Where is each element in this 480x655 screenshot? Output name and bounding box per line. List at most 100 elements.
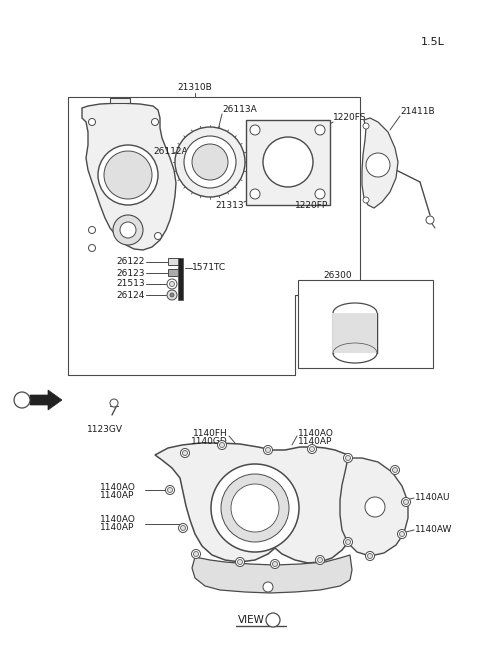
Circle shape: [219, 443, 225, 447]
Text: 1140AO: 1140AO: [100, 483, 136, 493]
Circle shape: [184, 136, 236, 188]
Circle shape: [193, 552, 199, 557]
Polygon shape: [362, 118, 398, 208]
Circle shape: [14, 392, 30, 408]
Circle shape: [211, 464, 299, 552]
Circle shape: [166, 485, 175, 495]
Circle shape: [365, 552, 374, 561]
Circle shape: [192, 550, 201, 559]
Circle shape: [346, 455, 350, 460]
Polygon shape: [192, 555, 352, 593]
Circle shape: [310, 447, 314, 451]
Circle shape: [113, 215, 143, 245]
Text: 21313: 21313: [216, 200, 244, 210]
Circle shape: [231, 484, 279, 532]
Text: 1140AO: 1140AO: [298, 428, 334, 438]
Text: 26122: 26122: [117, 257, 145, 267]
Circle shape: [168, 487, 172, 493]
Circle shape: [315, 189, 325, 199]
Circle shape: [192, 144, 228, 180]
Text: 1140AW: 1140AW: [415, 525, 452, 534]
Circle shape: [179, 523, 188, 533]
Text: 1571TC: 1571TC: [192, 263, 226, 272]
Circle shape: [238, 559, 242, 565]
Circle shape: [393, 468, 397, 472]
Circle shape: [88, 227, 96, 233]
Circle shape: [88, 119, 96, 126]
Circle shape: [155, 233, 161, 240]
Circle shape: [169, 282, 175, 286]
Circle shape: [98, 145, 158, 205]
Text: 1140GD: 1140GD: [191, 436, 228, 445]
Circle shape: [363, 123, 369, 129]
Circle shape: [344, 453, 352, 462]
Circle shape: [110, 399, 118, 407]
Polygon shape: [340, 458, 408, 556]
Circle shape: [391, 466, 399, 474]
Circle shape: [365, 497, 385, 517]
Bar: [178, 258, 183, 300]
Text: 26113A: 26113A: [222, 105, 257, 115]
Text: 21513: 21513: [116, 280, 145, 288]
Text: 1.5L: 1.5L: [421, 37, 445, 47]
Circle shape: [315, 555, 324, 565]
Text: 1123GV: 1123GV: [87, 426, 123, 434]
Polygon shape: [82, 103, 176, 250]
Bar: [168, 269, 180, 276]
Circle shape: [250, 189, 260, 199]
Circle shape: [217, 441, 227, 449]
Circle shape: [397, 529, 407, 538]
Bar: [333, 313, 377, 353]
Circle shape: [271, 559, 279, 569]
Text: VIEW: VIEW: [238, 615, 265, 625]
Circle shape: [170, 293, 174, 297]
Polygon shape: [155, 443, 362, 563]
Circle shape: [363, 197, 369, 203]
Circle shape: [221, 474, 289, 542]
Circle shape: [167, 279, 177, 289]
Text: 1220FS: 1220FS: [333, 113, 367, 122]
Circle shape: [180, 449, 190, 457]
Text: 26123: 26123: [117, 269, 145, 278]
Circle shape: [317, 557, 323, 563]
Circle shape: [344, 538, 352, 546]
Polygon shape: [110, 98, 130, 103]
Bar: [246, 120, 330, 205]
Circle shape: [120, 222, 136, 238]
Text: 1140AP: 1140AP: [100, 491, 134, 500]
Circle shape: [315, 125, 325, 135]
Circle shape: [346, 540, 350, 544]
Text: 1140AP: 1140AP: [100, 523, 134, 533]
Text: 21310B: 21310B: [178, 83, 212, 92]
Circle shape: [308, 445, 316, 453]
Text: 1140FH: 1140FH: [193, 428, 228, 438]
Text: 1140AU: 1140AU: [415, 493, 451, 502]
Circle shape: [175, 127, 245, 197]
Circle shape: [265, 447, 271, 453]
Circle shape: [273, 561, 277, 567]
Text: 1220FP: 1220FP: [295, 200, 328, 210]
Circle shape: [366, 153, 390, 177]
Circle shape: [399, 531, 405, 536]
Circle shape: [401, 498, 410, 506]
Circle shape: [264, 445, 273, 455]
Text: 1140AP: 1140AP: [298, 436, 332, 445]
Polygon shape: [30, 390, 62, 410]
Circle shape: [182, 451, 188, 455]
Circle shape: [263, 582, 273, 592]
Circle shape: [236, 557, 244, 567]
Text: 26300: 26300: [323, 271, 352, 280]
Circle shape: [88, 244, 96, 252]
Circle shape: [368, 553, 372, 559]
Circle shape: [104, 151, 152, 199]
Circle shape: [250, 125, 260, 135]
Circle shape: [180, 525, 185, 531]
Circle shape: [404, 500, 408, 504]
Bar: [168, 258, 180, 265]
Text: Ⓐ: Ⓐ: [271, 616, 276, 624]
Circle shape: [266, 613, 280, 627]
Bar: [298, 280, 433, 368]
Circle shape: [426, 216, 434, 224]
Text: 21411B: 21411B: [400, 107, 434, 117]
Text: 1140AO: 1140AO: [100, 515, 136, 525]
